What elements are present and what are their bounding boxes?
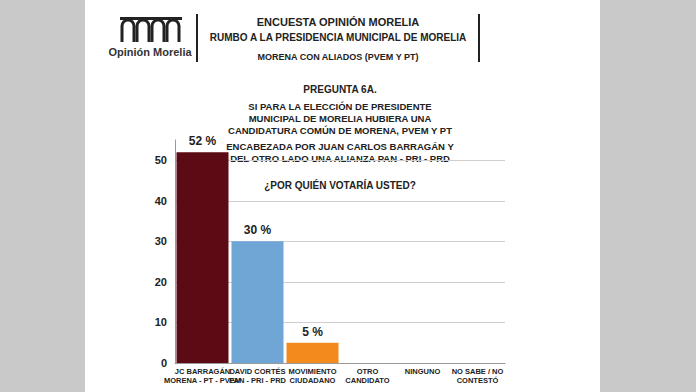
svg-text:52 %: 52 % [189,134,217,148]
svg-text:JC BARRAGÁN: JC BARRAGÁN [175,367,230,376]
html-text:ENCABEZADA POR JUAN CARLOS BAR: ENCABEZADA POR JUAN CARLOS BARRAGÁN Y DE… [226,141,454,164]
html-text:ENCUESTA OPINIÓN MORELIA: ENCUESTA OPINIÓN MORELIA [256,16,420,28]
svg-text:40: 40 [155,195,167,207]
svg-text:5 %: 5 % [302,325,323,339]
svg-text:10: 10 [155,316,167,328]
svg-text:30: 30 [155,235,167,247]
svg-text:DAVID CORTÉS: DAVID CORTÉS [229,367,285,376]
svg-text:MORENA - PT - PVEM: MORENA - PT - PVEM [163,376,242,385]
svg-text:PAN - PRI - PRD: PAN - PRI - PRD [229,376,287,385]
svg-text:MOVIMIENTO: MOVIMIENTO [288,367,336,376]
svg-text:CONTESTÓ: CONTESTÓ [457,376,499,385]
svg-text:NINGUNO: NINGUNO [405,367,441,376]
html-text:MORENA CON ALIADOS (PVEM Y PT): MORENA CON ALIADOS (PVEM Y PT) [257,52,419,62]
html-text:¿POR QUIÉN VOTARÍA USTED?: ¿POR QUIÉN VOTARÍA USTED? [264,180,416,191]
svg-text:CANDIDATO: CANDIDATO [345,376,389,385]
svg-text:OTRO: OTRO [357,367,379,376]
html-text:SI PARA LA ELECCIÓN DE PRESIDE: SI PARA LA ELECCIÓN DE PRESIDENTE MUNICI… [228,101,452,136]
svg-text:NO SABE / NO: NO SABE / NO [452,367,504,376]
svg-text:CIUDADANO: CIUDADANO [290,376,336,385]
html-text:Opinión Morelia: Opinión Morelia [108,46,192,58]
svg-text:30 %: 30 % [244,223,272,237]
html-text:PREGUNTA 6A.: PREGUNTA 6A. [303,84,377,95]
html-text:RUMBO A LA PRESIDENCIA MUNICIP: RUMBO A LA PRESIDENCIA MUNICIPAL DE MORE… [209,32,467,43]
svg-text:20: 20 [155,276,167,288]
svg-text:0: 0 [161,357,167,369]
svg-text:50: 50 [155,154,167,166]
